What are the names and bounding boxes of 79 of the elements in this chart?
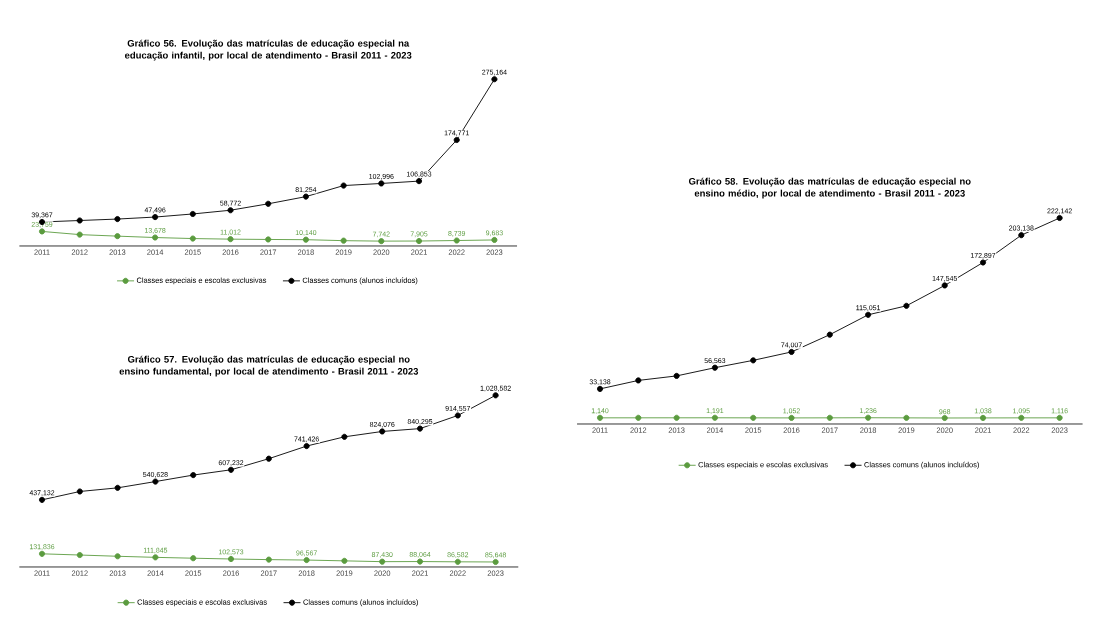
point: [1018, 414, 1025, 421]
point: [673, 372, 680, 379]
point: [750, 414, 757, 421]
point: [865, 414, 872, 421]
point: [903, 414, 910, 421]
point: [711, 364, 718, 371]
point: [491, 236, 498, 243]
point: [114, 216, 121, 223]
point: [491, 76, 498, 83]
point: [114, 484, 121, 491]
point: [189, 235, 196, 242]
point: [826, 414, 833, 421]
point: [635, 377, 642, 384]
point: [76, 551, 83, 559]
point: [303, 443, 310, 450]
point: [265, 455, 272, 462]
point: [379, 558, 386, 565]
point: [38, 228, 46, 235]
point: [152, 214, 159, 221]
point: [379, 428, 386, 435]
point: [378, 180, 385, 187]
point: [190, 472, 197, 479]
point: [189, 210, 196, 218]
point: [341, 557, 348, 564]
point: [979, 259, 987, 266]
point: [416, 425, 424, 432]
chart-title: Gráfico 56. Evolução das matrículas de educação especial na educação infantil, por local de atendimento - Brasil 2011 - 2023: [125, 39, 412, 61]
point: [340, 182, 347, 189]
point: [416, 558, 424, 565]
point: [979, 414, 987, 421]
point: [673, 414, 680, 421]
point: [1056, 214, 1063, 222]
point: [114, 233, 121, 240]
point: [492, 558, 499, 566]
point: [190, 555, 197, 562]
point: [152, 478, 159, 485]
point: [454, 412, 461, 419]
point: [265, 200, 272, 207]
point: [38, 496, 46, 503]
point: [865, 311, 872, 318]
point: [341, 433, 348, 440]
chart-title: Gráfico 57. Evolução das matrículas de educação especial no ensino fundamental, por local de atendimento - Brasil 2011 - 2023: [119, 355, 419, 377]
point: [596, 414, 604, 421]
point: [227, 466, 235, 473]
point: [76, 488, 83, 495]
point: [711, 414, 718, 421]
point: [903, 302, 910, 309]
point: [227, 236, 234, 243]
point: [38, 550, 46, 557]
point: [826, 331, 833, 338]
point: [303, 557, 310, 564]
point: [453, 136, 460, 144]
point: [302, 193, 309, 200]
point: [152, 554, 159, 561]
point: [596, 385, 604, 392]
point: [227, 555, 235, 563]
point: [415, 237, 423, 245]
point: [227, 207, 234, 214]
point: [76, 231, 83, 238]
point: [453, 237, 460, 244]
point: [635, 414, 642, 421]
point: [340, 237, 347, 244]
point: [1018, 232, 1025, 239]
point: [1056, 414, 1063, 421]
point: [750, 357, 757, 364]
point: [378, 238, 385, 245]
point: [265, 236, 272, 243]
point: [265, 556, 272, 563]
point: [788, 414, 795, 421]
point: [76, 217, 83, 224]
point: [114, 553, 121, 560]
point: [788, 348, 795, 355]
chart-title: Gráfico 58. Evolução das matrículas de educação especial no ensino médio, por local de atendimento - Brasil 2011 - 2023: [688, 177, 971, 199]
point: [152, 234, 159, 241]
point: [941, 282, 948, 289]
point: [492, 392, 499, 399]
point: [415, 178, 423, 185]
point: [302, 236, 309, 243]
point: [454, 558, 461, 565]
